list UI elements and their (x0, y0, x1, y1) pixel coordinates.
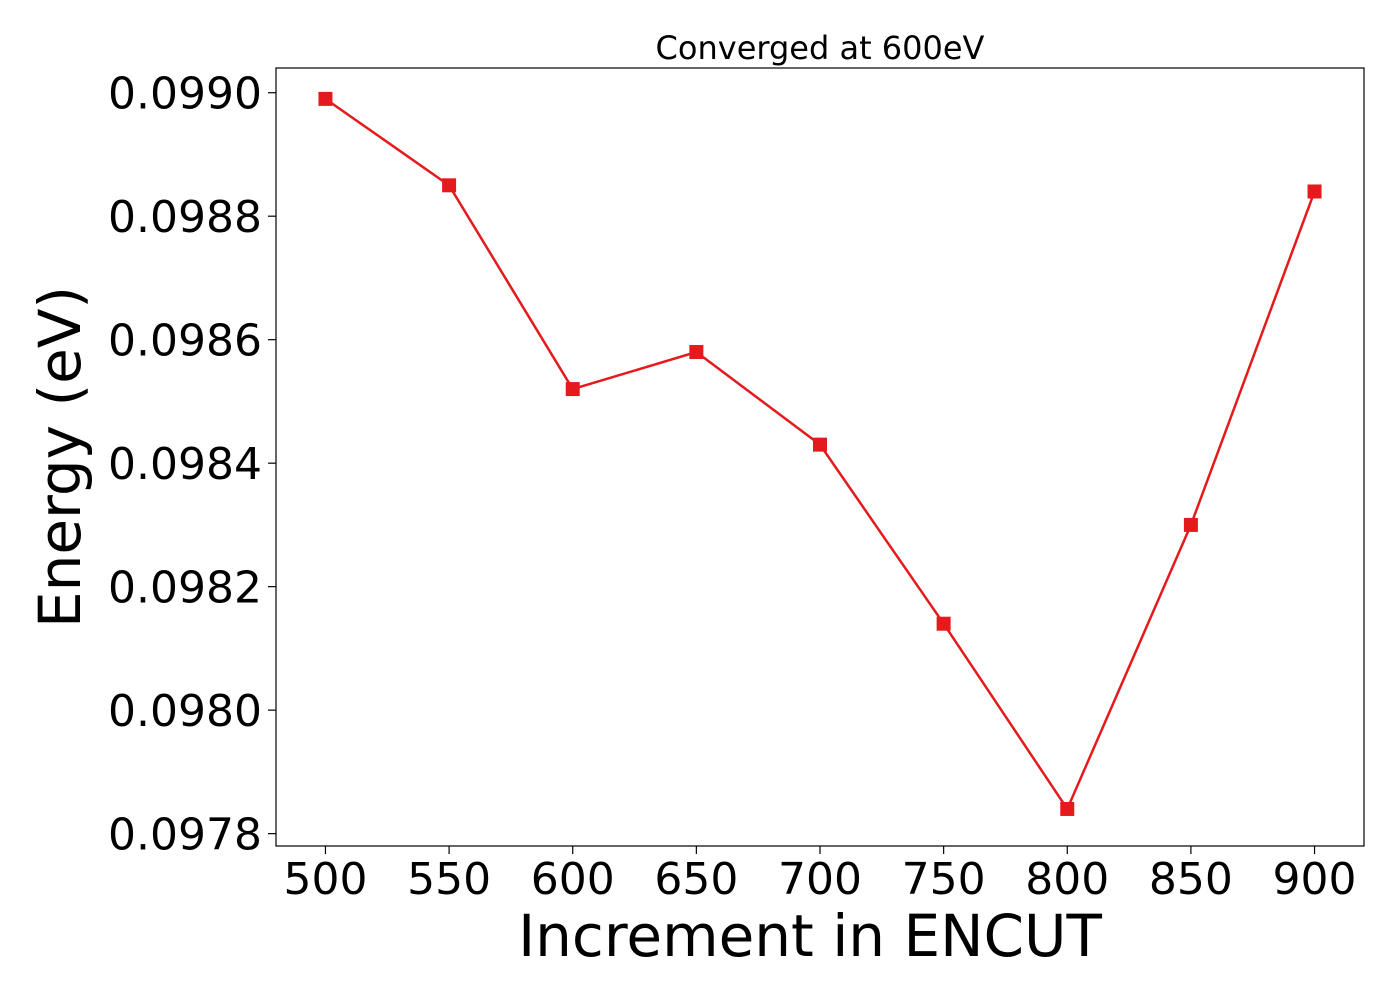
y-tick-label: 0.0978 (108, 810, 262, 861)
data-point (1183, 517, 1198, 532)
x-tick-label: 650 (654, 854, 738, 905)
data-point (565, 382, 580, 397)
series-line (324, 97, 1316, 812)
data-point (936, 616, 951, 631)
y-tick-label: 0.0990 (108, 69, 262, 120)
y-tick-label: 0.0982 (108, 563, 262, 614)
y-tick-label: 0.0986 (108, 316, 262, 367)
y-axis-label: Energy (eV) (26, 286, 94, 628)
data-point (689, 345, 704, 360)
plot-frame (275, 67, 1365, 847)
x-tick-label: 600 (531, 854, 615, 905)
data-point (1307, 184, 1322, 199)
data-point (442, 178, 457, 193)
x-axis-label: Increment in ENCUT (518, 902, 1102, 970)
x-tick-label: 700 (778, 854, 862, 905)
chart-title: Converged at 600eV (656, 29, 985, 67)
x-tick-label: 750 (902, 854, 986, 905)
data-point (318, 91, 333, 106)
y-tick-label: 0.0984 (108, 439, 262, 490)
y-tick-label: 0.0988 (108, 192, 262, 243)
x-tick-label: 500 (283, 854, 367, 905)
x-axis: 500 550 600 650 700 750 800 850 900 (283, 846, 1357, 905)
y-axis: 0.0978 0.0980 0.0982 0.0984 0.0986 0.0988 0.09… (108, 69, 276, 861)
data-point (813, 437, 827, 452)
x-tick-label: 850 (1149, 854, 1233, 905)
series-markers (318, 91, 1322, 816)
y-tick-label: 0.0980 (108, 686, 262, 737)
x-tick-label: 550 (407, 854, 491, 905)
x-tick-label: 900 (1273, 854, 1357, 905)
data-point (1060, 801, 1075, 816)
x-tick-label: 800 (1025, 854, 1109, 905)
